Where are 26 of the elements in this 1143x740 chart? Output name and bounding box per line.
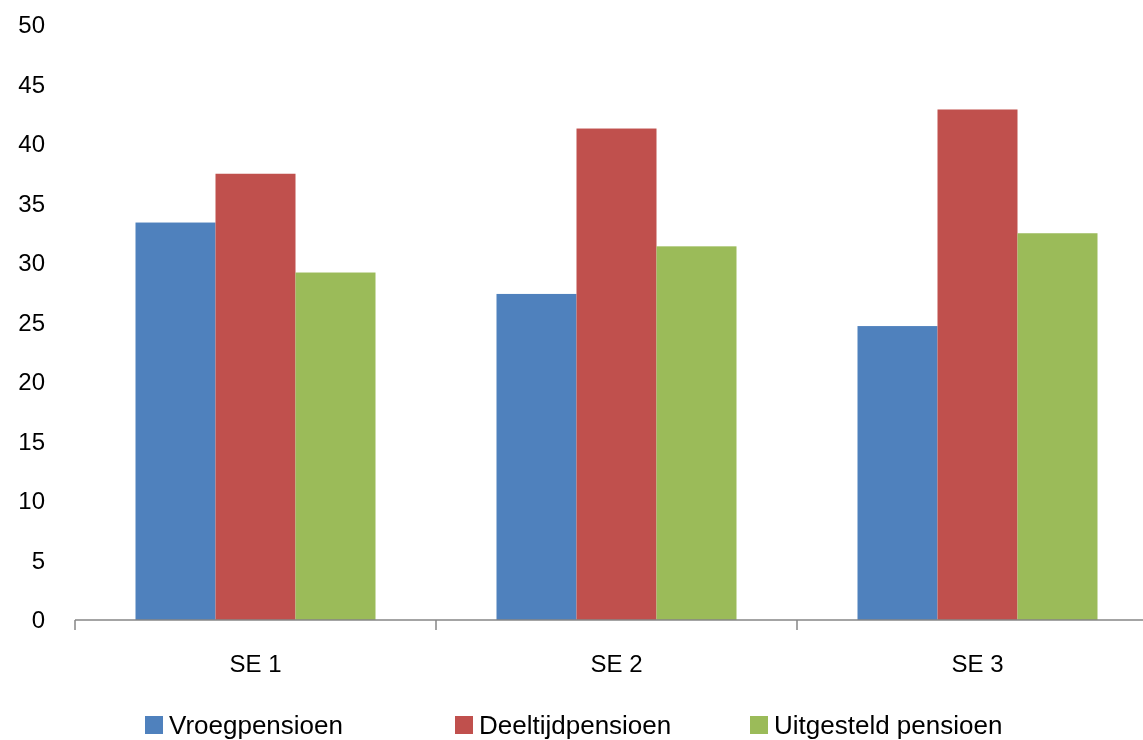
y-tick-label: 45 — [18, 70, 45, 98]
bar — [1017, 233, 1098, 620]
y-tick-label: 35 — [18, 189, 45, 217]
bar — [496, 293, 577, 620]
y-tick-label: 20 — [18, 368, 45, 396]
bar — [215, 173, 296, 620]
bar — [656, 246, 737, 620]
bar — [135, 222, 216, 620]
y-tick-label: 40 — [18, 130, 45, 158]
bar — [576, 128, 657, 620]
y-tick-label: 0 — [31, 606, 45, 634]
bar — [937, 109, 1018, 620]
legend-label: Deeltijdpensioen — [479, 710, 672, 740]
legend-label: Uitgesteld pensioen — [774, 710, 1003, 740]
x-tick-label: SE 3 — [951, 650, 1004, 677]
y-tick-label: 15 — [18, 427, 45, 455]
y-tick-label: 30 — [18, 249, 45, 277]
x-tick-label: SE 1 — [229, 650, 282, 677]
bar — [857, 326, 938, 620]
y-tick-label: 5 — [31, 546, 45, 574]
y-tick-label: 10 — [18, 487, 45, 515]
y-tick-label: 50 — [18, 11, 45, 39]
legend-label: Vroegpensioen — [169, 710, 343, 740]
bar — [295, 272, 376, 620]
x-tick-label: SE 2 — [590, 650, 643, 677]
y-tick-label: 25 — [18, 308, 45, 336]
